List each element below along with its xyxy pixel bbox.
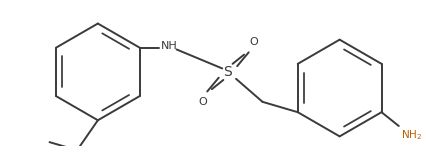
Text: O: O [198,97,207,107]
Text: NH$_2$: NH$_2$ [401,128,422,142]
Text: S: S [224,65,232,79]
Text: NH: NH [161,41,177,51]
Text: O: O [249,37,258,47]
